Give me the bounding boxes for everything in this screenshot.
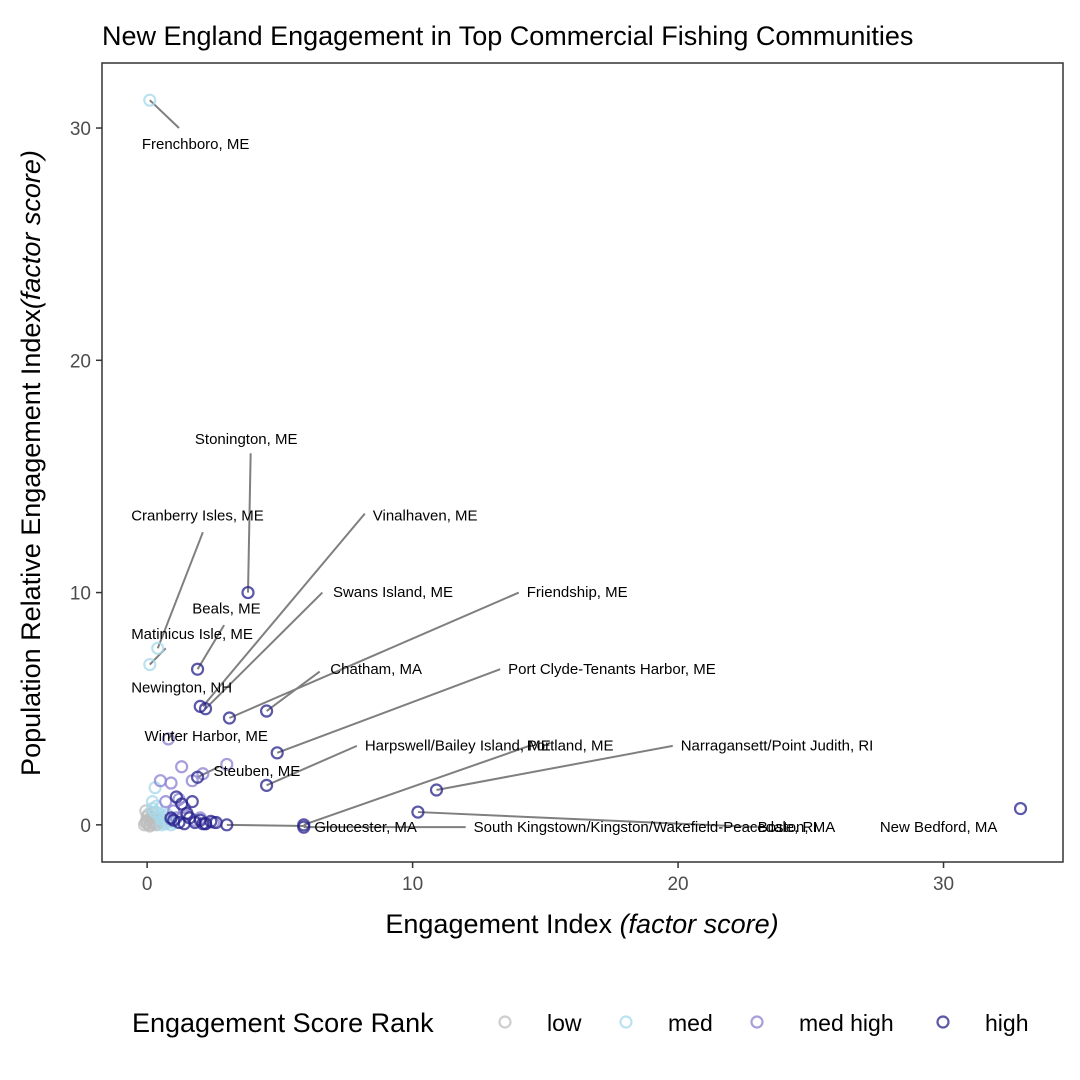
annotation-labels: Frenchboro, ME Stonington, ME Cranberry Is… — [131, 136, 997, 836]
annotation-label: Matinicus Isle, ME — [131, 626, 253, 643]
point-high — [185, 795, 199, 809]
chart-title: New England Engagement in Top Commercial… — [102, 21, 913, 51]
annotation-label: New Bedford, MA — [880, 819, 998, 836]
annotation-connector — [204, 591, 324, 710]
annotation-label: Swans Island, ME — [333, 584, 453, 601]
x-tick-label: 10 — [402, 874, 423, 895]
annotation-label: Cranberry Isles, ME — [131, 508, 264, 525]
annotation-connector — [229, 591, 520, 719]
legend-label: med — [668, 1010, 713, 1036]
y-tick-label: 10 — [70, 584, 91, 605]
annotation-label: Friendship, ME — [527, 584, 628, 601]
annotation-connector — [436, 744, 673, 791]
annotation-connector — [149, 99, 180, 129]
point-high — [297, 820, 311, 834]
data-points — [137, 93, 1028, 834]
annotation-connector — [167, 731, 175, 740]
point-high — [183, 811, 197, 825]
legend-key-med-high — [750, 1015, 764, 1029]
legend-label: med high — [799, 1010, 894, 1036]
plot-panel — [101, 62, 1064, 863]
point-med — [151, 641, 165, 655]
x-axis-label: Engagement Index (factor score) — [385, 909, 778, 939]
annotation-label: Winter Harbor, ME — [144, 728, 267, 745]
annotation-label: Newington, NH — [131, 679, 232, 696]
annotation-connector — [417, 811, 758, 829]
point-med — [145, 801, 160, 816]
axis-ticks: 0 10 20 30 0 10 20 30 — [70, 119, 954, 895]
annotation-connector — [202, 512, 366, 708]
x-tick-label: 20 — [667, 874, 688, 895]
x-tick-label: 0 — [142, 874, 153, 895]
point-high — [164, 811, 178, 825]
legend-key-low — [498, 1015, 512, 1029]
y-tick-label: 30 — [70, 119, 91, 140]
annotation-label: Vinalhaven, ME — [373, 508, 478, 525]
point-med — [155, 818, 169, 832]
annotation-connector — [266, 744, 358, 787]
legend-label: high — [985, 1010, 1028, 1036]
point-med-high — [159, 795, 173, 809]
point-med-high — [153, 774, 168, 788]
point-high — [1013, 801, 1028, 816]
annotation-label: Portland, ME — [527, 738, 614, 755]
y-tick-label: 20 — [70, 351, 91, 372]
point-high — [190, 770, 205, 784]
annotation-label: Frenchboro, ME — [142, 136, 250, 153]
point-low — [139, 804, 153, 818]
legend-title: Engagement Score Rank — [132, 1008, 434, 1038]
annotation-connector — [265, 670, 321, 712]
legend-key-med — [619, 1015, 633, 1029]
point-high — [411, 805, 425, 819]
point-high — [196, 817, 210, 831]
annotation-connector — [196, 624, 225, 670]
point-high — [429, 783, 444, 797]
point-high — [198, 702, 213, 716]
point-med — [143, 93, 157, 107]
point-high — [259, 778, 274, 792]
legend-label: low — [547, 1010, 582, 1036]
y-tick-label: 0 — [80, 816, 91, 837]
annotation-label: Beals, ME — [192, 600, 260, 617]
annotation-connector — [247, 453, 252, 593]
point-high — [270, 746, 284, 760]
annotation-label: Gloucester, MA — [314, 819, 417, 836]
point-high — [209, 815, 223, 830]
point-high — [241, 585, 255, 600]
annotation-label: Narragansett/Point Judith, RI — [681, 738, 874, 755]
annotation-connectors — [149, 99, 758, 829]
annotation-label: Port Clyde-Tenants Harbor, ME — [508, 661, 716, 678]
legend: Engagement Score Rank low med med high high — [132, 1008, 1028, 1038]
point-high — [259, 704, 274, 718]
annotation-connector — [276, 668, 501, 754]
annotation-label: Chatham, MA — [330, 661, 422, 678]
point-med-high — [175, 760, 189, 774]
annotation-label: Harpswell/Bailey Island, ME — [365, 738, 551, 755]
legend-key-high — [936, 1015, 950, 1029]
annotation-connector — [303, 744, 530, 826]
point-high — [190, 662, 205, 676]
point-med-high — [161, 732, 175, 746]
y-axis-label: Population Relative Engagement Index(fac… — [16, 150, 46, 776]
x-tick-label: 30 — [933, 874, 954, 895]
annotation-label: Steuben, ME — [213, 763, 300, 780]
annotation-label: Stonington, ME — [195, 431, 298, 448]
annotation-label: South Kingstown/Kingston/Wakefield-Peace… — [474, 819, 818, 836]
point-med-high — [220, 757, 234, 772]
annotation-connector — [226, 823, 307, 827]
annotation-label: Boston, MA — [758, 819, 836, 836]
annotation-connector — [156, 531, 204, 649]
point-high — [204, 814, 218, 828]
point-high — [222, 711, 237, 725]
point-med — [143, 657, 157, 672]
